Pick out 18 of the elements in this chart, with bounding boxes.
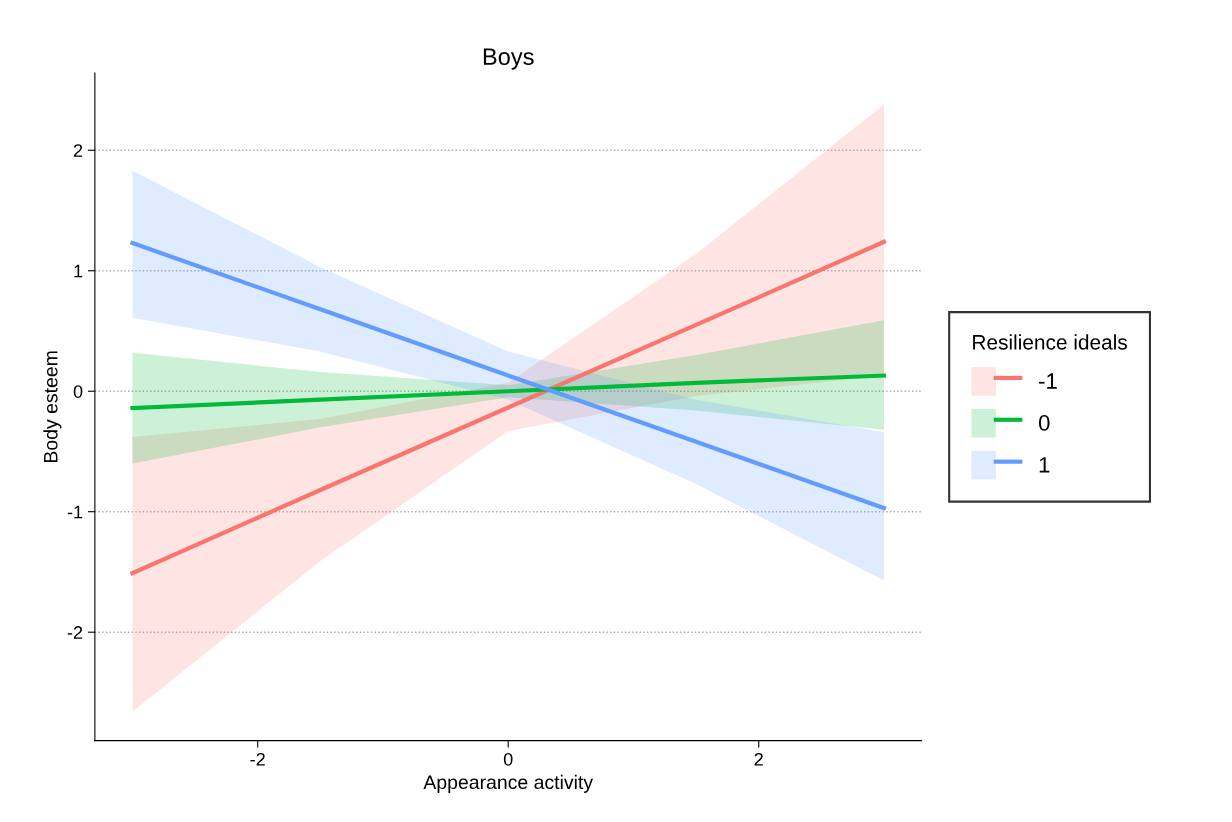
legend-label: 1 [1039,457,1050,473]
legend-title: Resilience ideals [973,334,1127,350]
y-tick-label: 0 [73,385,83,398]
line-series [130,239,887,576]
legend-label: -1 [1039,373,1057,389]
y-tick-label: -1 [67,505,83,519]
y-tick-label: 2 [73,144,83,157]
chart-title: Boys [483,48,534,70]
x-tick-label: 0 [503,752,513,766]
y-axis-title: Body esteem [43,351,62,463]
x-tick-label: 2 [754,752,763,766]
line-series [130,240,887,511]
line-series [130,373,887,411]
x-axis-title: Appearance activity [423,774,594,793]
y-tick-label: -2 [67,626,83,639]
y-tick-label: 1 [74,264,83,278]
x-tick-label: -2 [250,752,265,766]
legend-label: 0 [1038,415,1050,431]
